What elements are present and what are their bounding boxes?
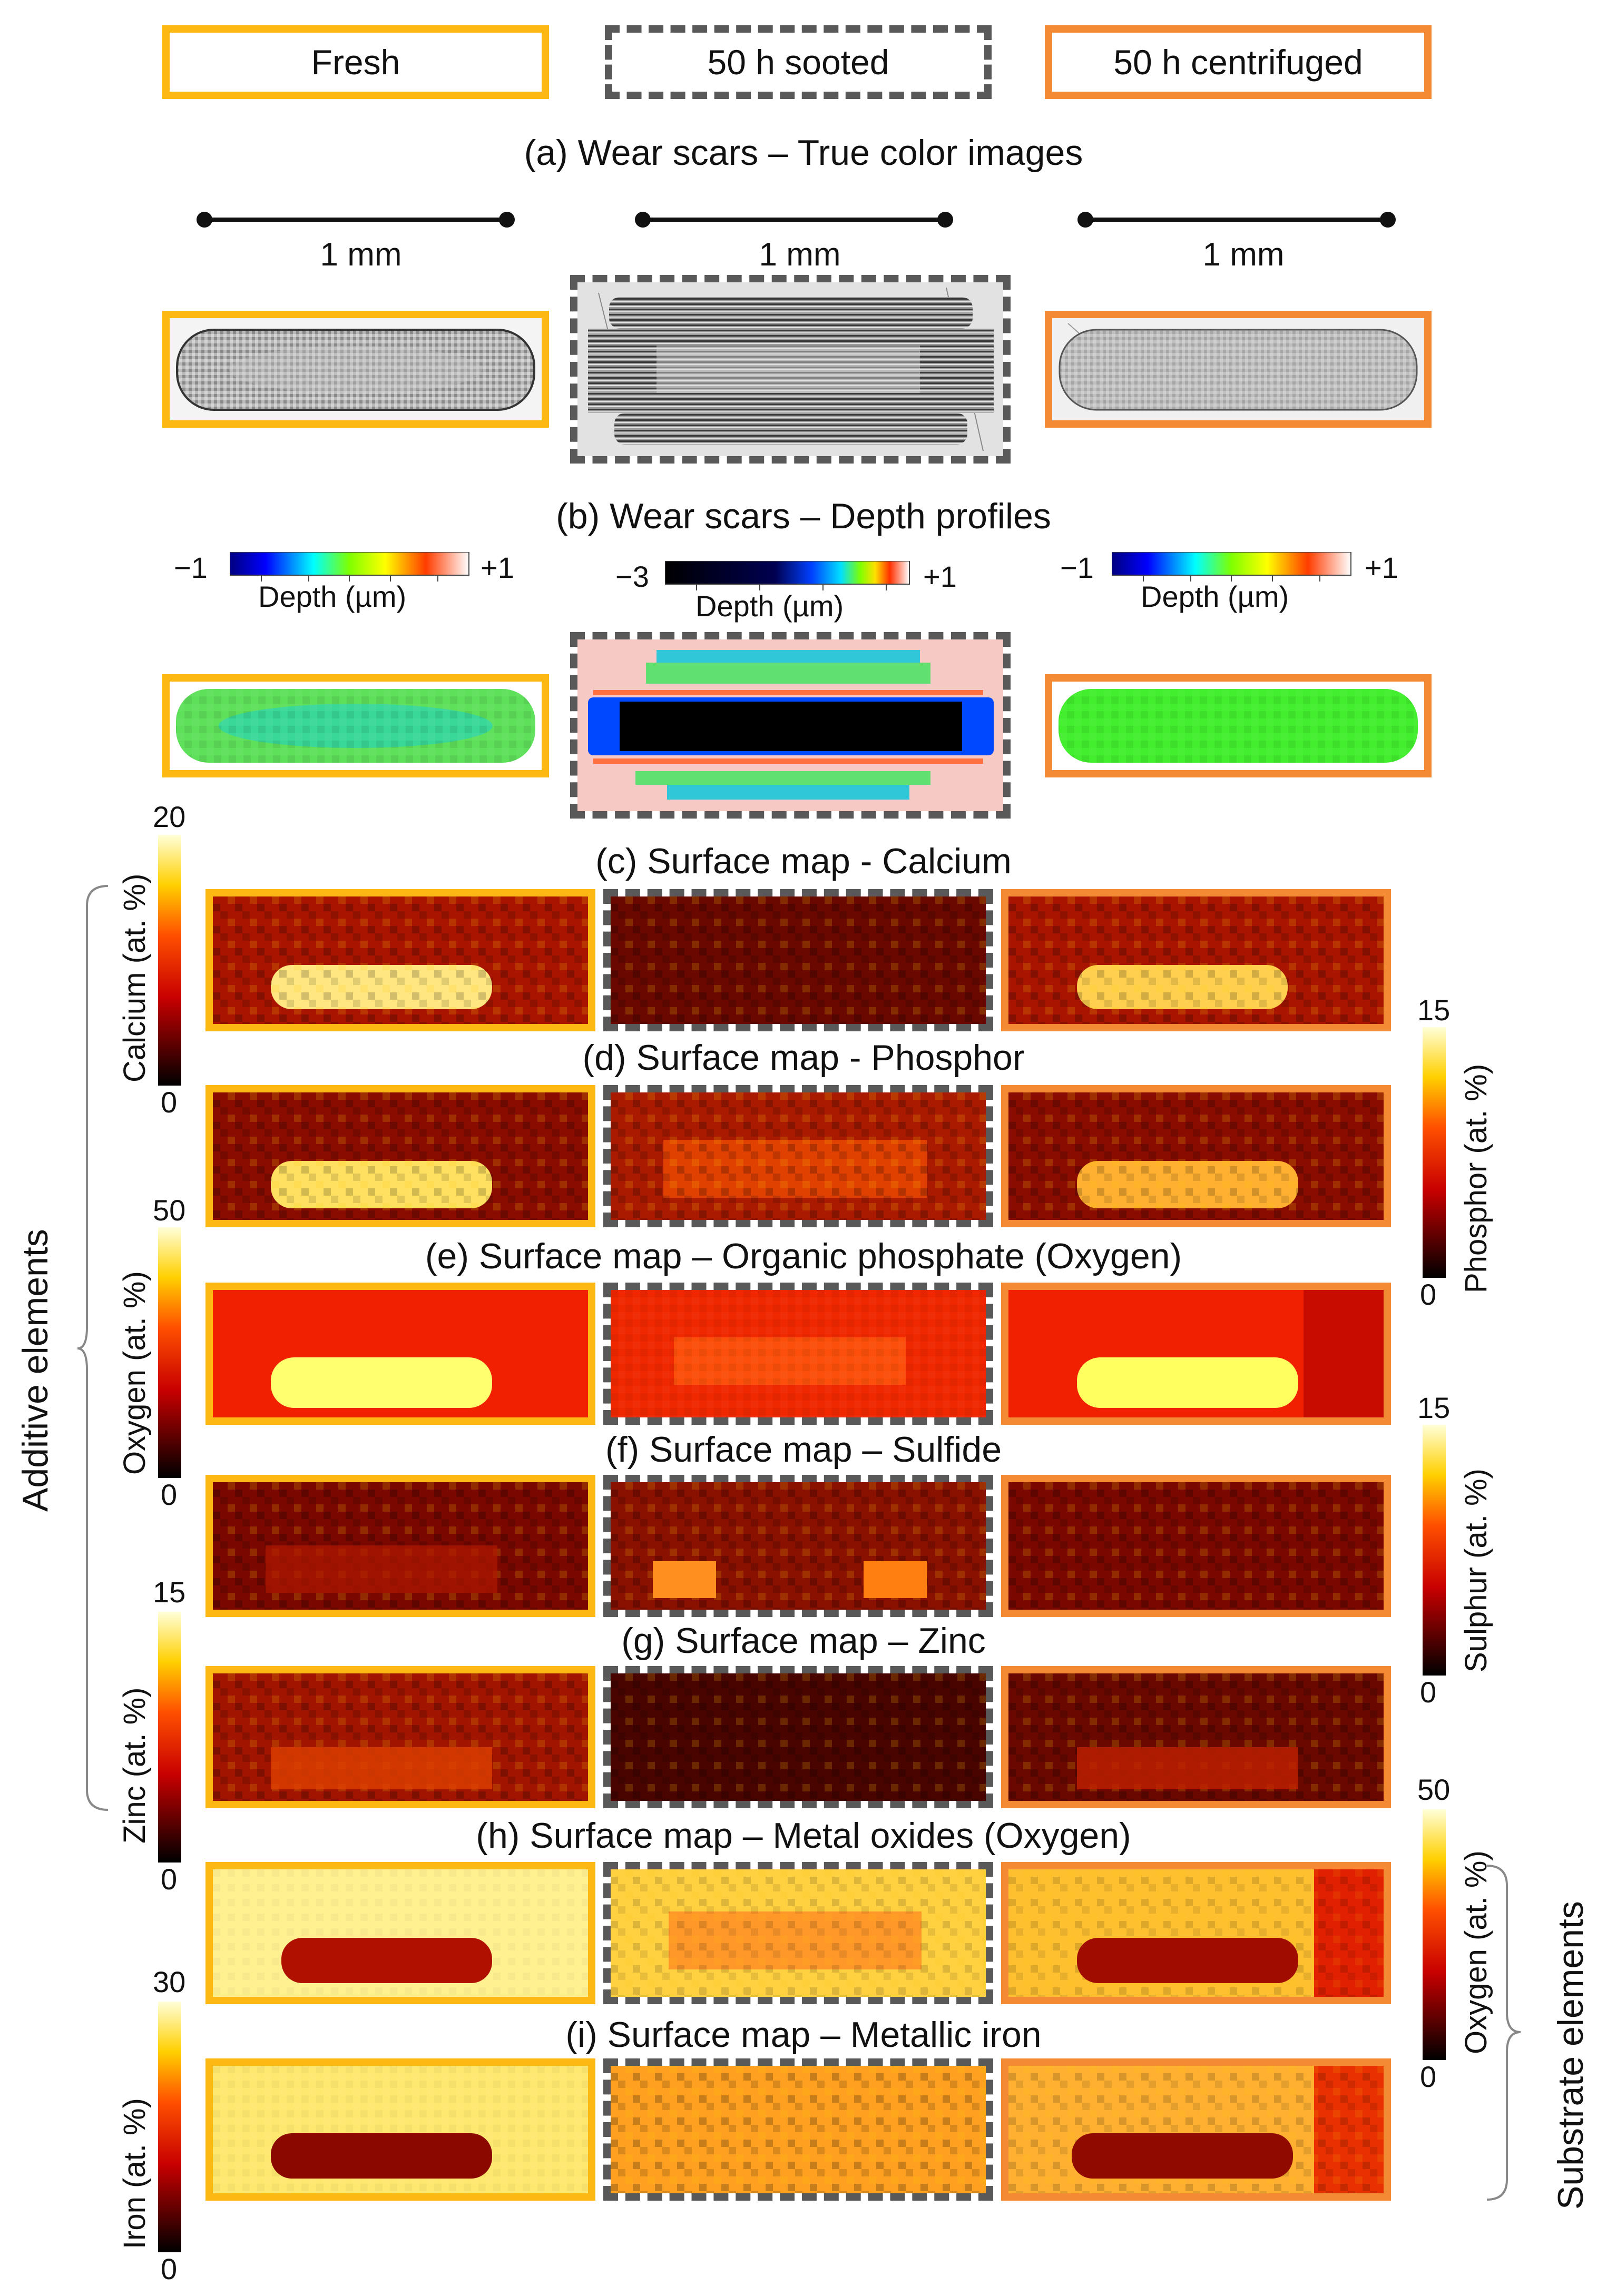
- depth-colorbar-middle: [665, 561, 910, 590]
- depth-cb-right-max: +1: [1365, 551, 1398, 584]
- depth-cb-right-min: −1: [1060, 551, 1094, 584]
- zinc-cb-max: 15: [153, 1575, 186, 1609]
- phosphor-cb-max: 15: [1417, 993, 1451, 1027]
- calcium-colorbar: [158, 835, 181, 1086]
- true-color-centrifuged: [1045, 311, 1432, 428]
- substrate-elements-label: Substrate elements: [1551, 1901, 1591, 2210]
- oxygen-metal-cb-max: 50: [1417, 1773, 1451, 1806]
- depth-map-fresh: [162, 674, 549, 777]
- calcium-map-sooted: [603, 889, 993, 1031]
- zinc-map-fresh: [205, 1666, 595, 1808]
- oxygen-organic-cb-max: 50: [153, 1194, 186, 1227]
- legend-centrifuged-label: 50 h centrifuged: [1113, 43, 1363, 82]
- oxygen-organic-map-sooted: [603, 1283, 993, 1425]
- additive-brace: [77, 885, 109, 1811]
- iron-cb-label: Iron (at. %): [117, 2098, 152, 2249]
- section-title-e: (e) Surface map – Organic phosphate (Oxy…: [425, 1236, 1182, 1276]
- section-title-a: (a) Wear scars – True color images: [524, 133, 1083, 173]
- iron-map-fresh: [205, 2058, 595, 2201]
- section-title-b: (b) Wear scars – Depth profiles: [556, 496, 1051, 536]
- section-title-c: (c) Surface map - Calcium: [595, 841, 1012, 881]
- depth-cb-middle-label: Depth (µm): [695, 589, 844, 623]
- scale-bar-right: [1077, 212, 1396, 228]
- scale-bar-middle-label: 1 mm: [759, 237, 841, 273]
- depth-colorbar-right: [1112, 552, 1351, 582]
- iron-cb-min: 0: [161, 2252, 178, 2285]
- iron-map-sooted: [603, 2058, 993, 2201]
- calcium-cb-min: 0: [161, 1086, 178, 1119]
- oxygen-organic-map-centrifuged: [1001, 1283, 1391, 1425]
- substrate-brace: [1486, 1865, 1521, 2201]
- calcium-cb-max: 20: [153, 800, 186, 833]
- oxygen-metal-map-fresh: [205, 1862, 595, 2004]
- sulphur-cb-min: 0: [1420, 1676, 1437, 1709]
- depth-cb-left-label: Depth (µm): [258, 580, 407, 613]
- zinc-map-centrifuged: [1001, 1666, 1391, 1808]
- legend-sooted-label: 50 h sooted: [707, 43, 889, 82]
- oxygen-metal-map-centrifuged: [1001, 1862, 1391, 2004]
- depth-cb-right-label: Depth (µm): [1141, 580, 1289, 613]
- oxygen-organic-map-fresh: [205, 1283, 595, 1425]
- section-title-i: (i) Surface map – Metallic iron: [565, 2015, 1042, 2055]
- depth-map-sooted: [570, 632, 1011, 819]
- legend-fresh: Fresh: [162, 25, 549, 99]
- phosphor-map-centrifuged: [1001, 1085, 1391, 1227]
- legend-sooted: 50 h sooted: [605, 25, 992, 99]
- zinc-map-sooted: [603, 1666, 993, 1808]
- phosphor-colorbar: [1423, 1027, 1446, 1278]
- oxygen-metal-cb-min: 0: [1420, 2060, 1437, 2093]
- oxygen-metal-colorbar: [1423, 1809, 1446, 2060]
- true-color-fresh: [162, 311, 549, 428]
- depth-colorbar-left: [230, 552, 469, 582]
- iron-cb-max: 30: [153, 1965, 186, 1998]
- scale-bar-left-label: 1 mm: [320, 237, 402, 273]
- section-title-d: (d) Surface map - Phosphor: [582, 1038, 1025, 1078]
- depth-cb-left-max: +1: [481, 551, 514, 584]
- section-title-g: (g) Surface map – Zinc: [621, 1621, 986, 1661]
- zinc-colorbar: [158, 1612, 181, 1863]
- calcium-map-fresh: [205, 889, 595, 1031]
- sulfide-map-centrifuged: [1001, 1475, 1391, 1617]
- sulfide-map-sooted: [603, 1475, 993, 1617]
- scale-bar-right-label: 1 mm: [1202, 237, 1285, 273]
- true-color-sooted: [570, 275, 1011, 464]
- legend-fresh-label: Fresh: [311, 43, 400, 82]
- depth-cb-middle-min: −3: [615, 560, 649, 593]
- legend-centrifuged: 50 h centrifuged: [1045, 25, 1432, 99]
- iron-map-centrifuged: [1001, 2058, 1391, 2201]
- phosphor-map-sooted: [603, 1085, 993, 1227]
- scale-bar-left: [197, 212, 515, 228]
- depth-cb-middle-max: +1: [923, 560, 957, 593]
- iron-colorbar: [158, 2002, 181, 2252]
- phosphor-map-fresh: [205, 1085, 595, 1227]
- sulfide-map-fresh: [205, 1475, 595, 1617]
- scale-bar-middle: [635, 212, 953, 228]
- calcium-map-centrifuged: [1001, 889, 1391, 1031]
- phosphor-cb-min: 0: [1420, 1278, 1437, 1311]
- depth-cb-left-min: −1: [174, 551, 208, 584]
- sulphur-colorbar: [1423, 1425, 1446, 1676]
- additive-elements-label: Additive elements: [15, 1229, 55, 1512]
- oxygen-metal-map-sooted: [603, 1862, 993, 2004]
- sulphur-cb-max: 15: [1417, 1391, 1451, 1424]
- zinc-cb-min: 0: [161, 1863, 178, 1896]
- section-title-f: (f) Surface map – Sulfide: [605, 1430, 1002, 1470]
- oxygen-organic-cb-min: 0: [161, 1478, 178, 1511]
- oxygen-organic-colorbar: [158, 1227, 181, 1478]
- depth-map-centrifuged: [1045, 674, 1432, 777]
- section-title-h: (h) Surface map – Metal oxides (Oxygen): [476, 1816, 1131, 1856]
